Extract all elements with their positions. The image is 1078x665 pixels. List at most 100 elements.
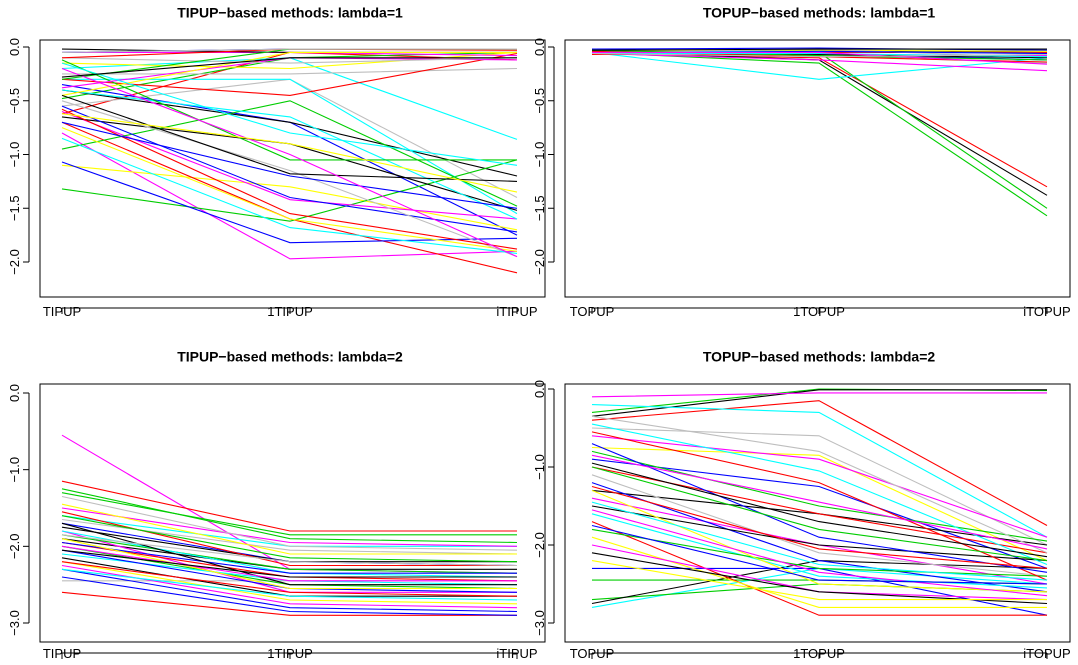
series-line [591, 466, 1048, 562]
series-line [61, 545, 517, 582]
panel-3: TIPUP−based methods: lambda=2 TIPUP 1TIPUP… [7, 349, 546, 661]
y-tick-label: −0.5 [7, 88, 22, 114]
series-line [591, 443, 1048, 573]
y-tick-label: 0.0 [7, 38, 22, 56]
series-line [61, 137, 518, 254]
series-line [61, 121, 518, 209]
series-line [62, 67, 518, 75]
x-tick-label: 1TOPUP [793, 646, 845, 661]
series-line [591, 51, 1048, 80]
panel-1: TIPUP−based methods: lambda=1 TIPUP 1TIPUP… [7, 5, 546, 319]
series-line [61, 89, 518, 177]
series-line [591, 431, 1048, 581]
series-line [61, 561, 518, 605]
panel-2: TOPUP−based methods: lambda=1 TOPUP 1TOPUP… [532, 5, 1071, 319]
series-line [591, 450, 1048, 542]
plot-box [39, 383, 546, 643]
plot-box [39, 39, 546, 298]
series-line [592, 51, 1048, 65]
y-tick-label: 0.0 [532, 38, 547, 56]
series-line [61, 100, 518, 207]
series-line [61, 110, 518, 220]
panel-title: TOPUP−based methods: lambda=2 [703, 349, 936, 365]
series-line [61, 108, 518, 250]
series-line [591, 404, 1048, 538]
series-line [591, 524, 1048, 585]
series-line [61, 538, 517, 590]
series-line [61, 591, 517, 616]
series-line [61, 568, 518, 601]
series-line [591, 474, 1048, 577]
series-line [61, 57, 518, 89]
series-line [591, 521, 1047, 616]
y-tick-label: 0.0 [532, 380, 547, 398]
series-line [61, 116, 518, 211]
series-line [591, 48, 1047, 51]
panel-4: TOPUP−based methods: lambda=2 TOPUP 1TOPUP… [532, 349, 1071, 661]
series-line [61, 48, 517, 53]
x-tick-label: iTOPUP [1023, 304, 1070, 319]
series-line [61, 132, 518, 260]
series-line [61, 94, 518, 182]
series-line [61, 57, 518, 64]
series-line [61, 568, 518, 613]
series-line [61, 51, 517, 96]
panel-title: TIPUP−based methods: lambda=1 [177, 5, 403, 21]
y-tick-label: −3.0 [532, 610, 547, 636]
x-tick-label: TIPUP [43, 304, 81, 319]
series-line [591, 560, 1047, 601]
x-tick-label: TIPUP [43, 646, 81, 661]
series-line [591, 509, 1048, 597]
series-line [61, 161, 518, 244]
series-line [61, 57, 517, 78]
series-line [591, 52, 1048, 58]
series-line [61, 164, 518, 231]
series-line [61, 495, 518, 551]
x-tick-label: iTOPUP [1023, 646, 1070, 661]
y-tick-label: −3.0 [7, 610, 22, 636]
plot-box [564, 39, 1071, 298]
series-line [592, 51, 1048, 209]
series-line [591, 454, 1048, 550]
series-line [591, 392, 1047, 398]
series-line [61, 113, 518, 193]
series-line [591, 458, 1048, 569]
series-line [61, 576, 518, 616]
series-line [591, 427, 1048, 546]
series-line [591, 400, 1048, 526]
series-line [61, 62, 518, 166]
series-line [591, 50, 1048, 196]
series-line [61, 89, 518, 220]
series-line [591, 528, 1048, 577]
y-tick-label: −2.0 [532, 249, 547, 275]
series-line [591, 501, 1048, 581]
series-line [591, 513, 1048, 589]
y-tick-label: −1.5 [7, 195, 22, 221]
series-line [61, 127, 518, 252]
series-line [61, 534, 518, 567]
series-line [591, 52, 1048, 72]
series-line [591, 51, 1048, 217]
panel-title: TIPUP−based methods: lambda=2 [177, 349, 403, 365]
series-line [61, 561, 518, 597]
y-tick-label: −2.0 [7, 249, 22, 275]
series-line [591, 505, 1048, 562]
series-line [591, 462, 1048, 558]
x-tick-label: TOPUP [570, 304, 615, 319]
series-line [591, 446, 1048, 562]
series-line [61, 52, 518, 96]
series-line [591, 52, 1048, 188]
y-tick-label: 0.0 [7, 384, 22, 402]
series-line [591, 435, 1048, 538]
series-line [591, 489, 1048, 593]
x-tick-label: 1TOPUP [793, 304, 845, 319]
x-tick-label: 1TIPUP [267, 646, 313, 661]
series-line [61, 488, 518, 544]
series-line [61, 541, 517, 574]
series-line [61, 507, 518, 547]
series-line [62, 78, 518, 215]
series-line [61, 159, 518, 222]
series-line [61, 480, 517, 532]
series-line [61, 515, 518, 563]
